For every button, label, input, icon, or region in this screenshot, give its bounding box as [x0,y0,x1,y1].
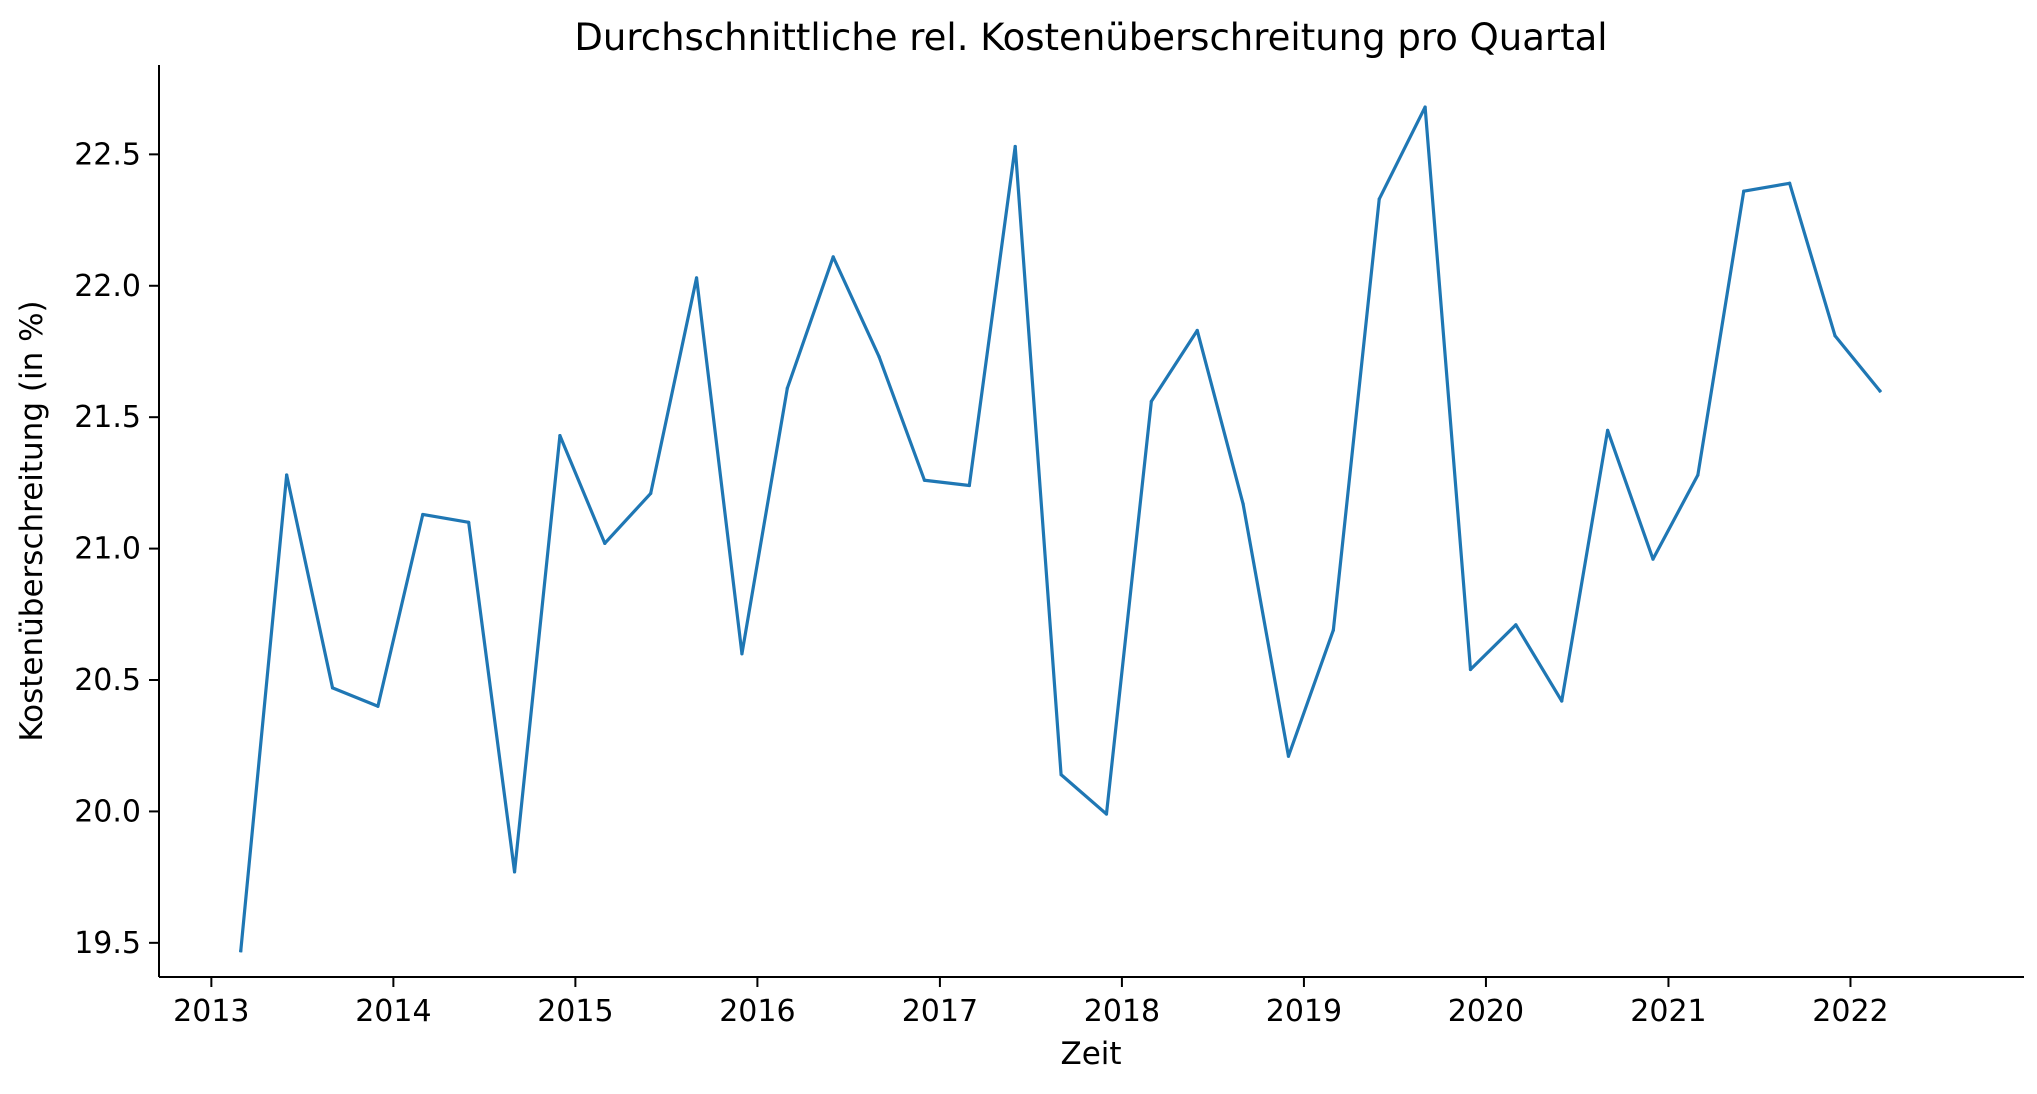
x-tick-label: 2015 [537,994,613,1029]
data-point [1742,189,1746,193]
data-point [1560,699,1564,703]
y-tick-label: 21.0 [74,532,141,567]
data-point [1696,473,1700,477]
x-tick-label: 2017 [902,994,978,1029]
y-axis-label: Kostenüberschreitung (in %) [14,300,50,741]
y-tick-label: 19.5 [74,926,141,961]
data-point [1331,628,1335,632]
data-point [603,541,607,545]
x-tick-label: 2016 [719,994,795,1029]
y-tick-label: 22.5 [74,137,141,172]
data-point [1149,399,1153,404]
data-point [831,255,835,259]
x-tick-label: 2021 [1630,994,1706,1029]
data-point [740,652,744,656]
x-tick-label: 2018 [1084,994,1160,1029]
data-point [922,478,927,482]
y-tick-label: 21.5 [74,400,141,435]
x-tick-label: 2014 [355,994,431,1029]
data-point [467,520,471,524]
data-point [1286,754,1291,758]
x-axis-label: Zeit [1060,1036,1121,1072]
data-point [1833,334,1837,338]
data-point [285,473,289,477]
data-point [1195,328,1199,333]
data-point [558,433,562,438]
x-tick-label: 2013 [173,994,249,1029]
data-point [694,276,699,280]
data-point [512,870,517,874]
data-point [1606,428,1610,432]
data-point [1013,144,1017,149]
data-point [1377,197,1381,201]
data-point [1514,623,1518,627]
data-point [1468,667,1473,672]
y-tick-label: 22.0 [74,269,141,304]
data-point [1241,502,1245,506]
data-point [967,483,971,488]
data-point [421,512,425,517]
data-point [1651,557,1655,561]
y-tick-label: 20.5 [74,663,141,698]
data-point [1423,105,1427,109]
data-point [239,949,243,953]
data-point [376,704,380,708]
data-points [239,105,1882,953]
x-tick-label: 2020 [1448,994,1524,1029]
series-line [239,105,1883,953]
x-tick-label: 2019 [1266,994,1342,1029]
y-tick-label: 20.0 [74,794,141,829]
data-point [1104,812,1109,816]
data-point [649,491,653,496]
data-point [785,386,789,390]
y-axis-ticks: 19.5 20.0 20.5 21.0 21.5 22.0 22.5 [74,137,159,961]
data-point [877,355,881,359]
chart-title: Durchschnittliche rel. Kostenüberschreit… [574,16,1607,59]
x-tick-label: 2022 [1812,994,1888,1029]
data-point [1788,181,1792,185]
data-point [1059,773,1063,777]
data-point [330,686,335,690]
data-point [1878,389,1882,393]
x-axis-ticks: 2013 2014 2015 2016 2017 2018 2019 2020 2021 2022 [173,977,1889,1029]
